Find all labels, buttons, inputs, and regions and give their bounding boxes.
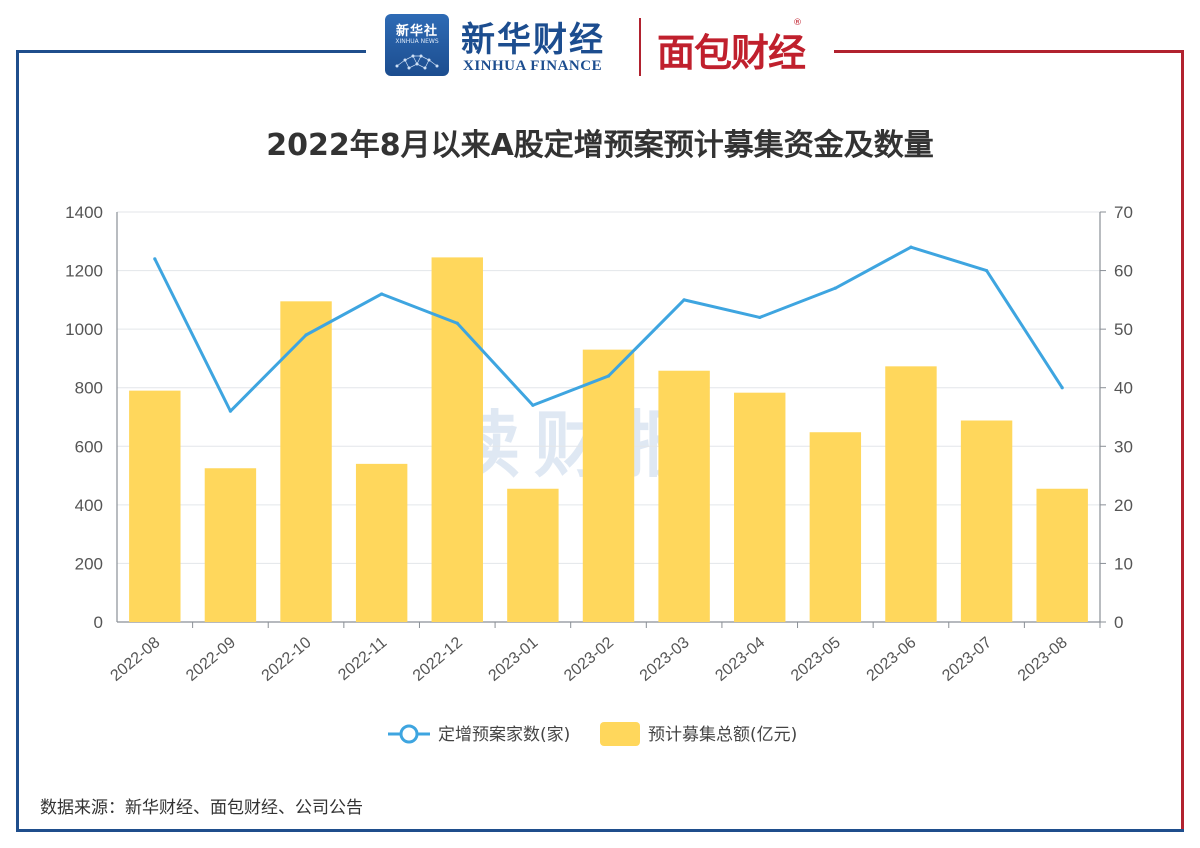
x-tick-label: 2023-02 bbox=[561, 634, 617, 685]
line-point bbox=[1060, 386, 1064, 390]
y-right-tick-label: 30 bbox=[1114, 437, 1133, 456]
frame-right bbox=[1181, 50, 1184, 832]
x-tick-label: 2023-08 bbox=[1015, 634, 1071, 685]
bar bbox=[280, 301, 332, 622]
bar bbox=[1036, 488, 1088, 622]
x-tick-label: 2023-01 bbox=[486, 634, 542, 685]
x-tick-label: 2022-10 bbox=[259, 634, 315, 685]
legend-line-marker bbox=[399, 724, 419, 744]
line-point bbox=[833, 286, 837, 290]
line-point bbox=[228, 409, 233, 413]
y-left-tick-label: 800 bbox=[75, 379, 103, 398]
frame-bottom bbox=[16, 829, 1184, 832]
y-right-tick-label: 60 bbox=[1114, 262, 1133, 281]
globe-icon bbox=[395, 54, 439, 70]
x-tick-label: 2022-12 bbox=[410, 634, 466, 685]
watermark: 读财报 bbox=[448, 403, 707, 487]
bar bbox=[658, 370, 710, 622]
line-point bbox=[455, 321, 459, 325]
bar bbox=[809, 432, 862, 622]
legend-label-bar: 预计募集总额(亿元) bbox=[648, 725, 797, 745]
bar bbox=[431, 257, 483, 622]
line-point bbox=[531, 403, 535, 407]
y-right-tick-label: 50 bbox=[1114, 320, 1133, 339]
y-right-tick-label: 70 bbox=[1114, 203, 1133, 222]
frame-top-left bbox=[16, 50, 366, 53]
line-point bbox=[682, 298, 686, 302]
xinhua-finance-logo-en: XINHUA FINANCE bbox=[463, 58, 603, 74]
line-point bbox=[758, 315, 762, 320]
bar bbox=[582, 349, 635, 622]
x-tick-label: 2022-11 bbox=[335, 634, 390, 684]
x-tick-label: 2023-05 bbox=[788, 634, 844, 685]
legend-bar-symbol bbox=[600, 722, 640, 746]
x-tick-label: 2022-09 bbox=[183, 634, 239, 685]
bar bbox=[129, 390, 181, 622]
bar bbox=[204, 468, 257, 622]
line-point bbox=[304, 333, 308, 337]
x-tick-label: 2023-03 bbox=[637, 634, 693, 685]
y-left-tick-label: 1200 bbox=[65, 262, 103, 281]
line-point bbox=[984, 268, 989, 273]
line-point bbox=[606, 374, 611, 378]
y-right-tick-label: 0 bbox=[1114, 613, 1123, 632]
xinhua-badge-text: 新华社 bbox=[395, 24, 438, 39]
xinhua-badge-subtext: XINHUA NEWS bbox=[395, 38, 439, 45]
line-point bbox=[153, 257, 157, 261]
y-left-tick-label: 1000 bbox=[65, 320, 103, 339]
header-logos: 新华社 XINHUA NEWS 新华财经 XINHUA FINANCE 面包财经… bbox=[383, 10, 823, 80]
y-left-tick-label: 0 bbox=[94, 613, 103, 632]
bar bbox=[355, 463, 408, 622]
y-left-tick-label: 400 bbox=[75, 496, 103, 515]
bar bbox=[885, 366, 937, 622]
registered-mark: ® bbox=[793, 18, 802, 28]
xinhua-finance-logo-cn: 新华财经 bbox=[461, 20, 605, 60]
y-left-tick-label: 600 bbox=[75, 437, 103, 456]
chart-title: 2022年8月以来A股定增预案预计募集资金及数量 bbox=[266, 128, 934, 163]
mianbao-finance-logo: 面包财经 bbox=[657, 31, 806, 75]
x-tick-label: 2023-04 bbox=[712, 634, 768, 685]
bar bbox=[960, 420, 1013, 622]
line-point bbox=[380, 292, 384, 296]
x-tick-label: 2023-06 bbox=[864, 634, 920, 685]
frame-left bbox=[16, 50, 19, 832]
y-right-tick-label: 40 bbox=[1114, 379, 1133, 398]
xinhua-news-logo: 新华社 XINHUA NEWS bbox=[385, 14, 449, 76]
bar bbox=[734, 392, 786, 622]
logo-divider bbox=[639, 18, 641, 76]
y-left-tick-label: 200 bbox=[75, 554, 103, 573]
legend-label-line: 定增预案家数(家) bbox=[438, 725, 570, 745]
y-right-tick-label: 10 bbox=[1114, 554, 1133, 573]
y-left-tick-label: 1400 bbox=[65, 203, 103, 222]
data-source-note: 数据来源：新华财经、面包财经、公司公告 bbox=[40, 798, 363, 818]
frame-top-right bbox=[834, 50, 1184, 53]
bar bbox=[507, 488, 559, 622]
y-right-tick-label: 20 bbox=[1114, 496, 1133, 515]
x-tick-label: 2023-07 bbox=[939, 634, 995, 685]
line-point bbox=[909, 245, 913, 249]
x-tick-label: 2022-08 bbox=[107, 634, 163, 685]
